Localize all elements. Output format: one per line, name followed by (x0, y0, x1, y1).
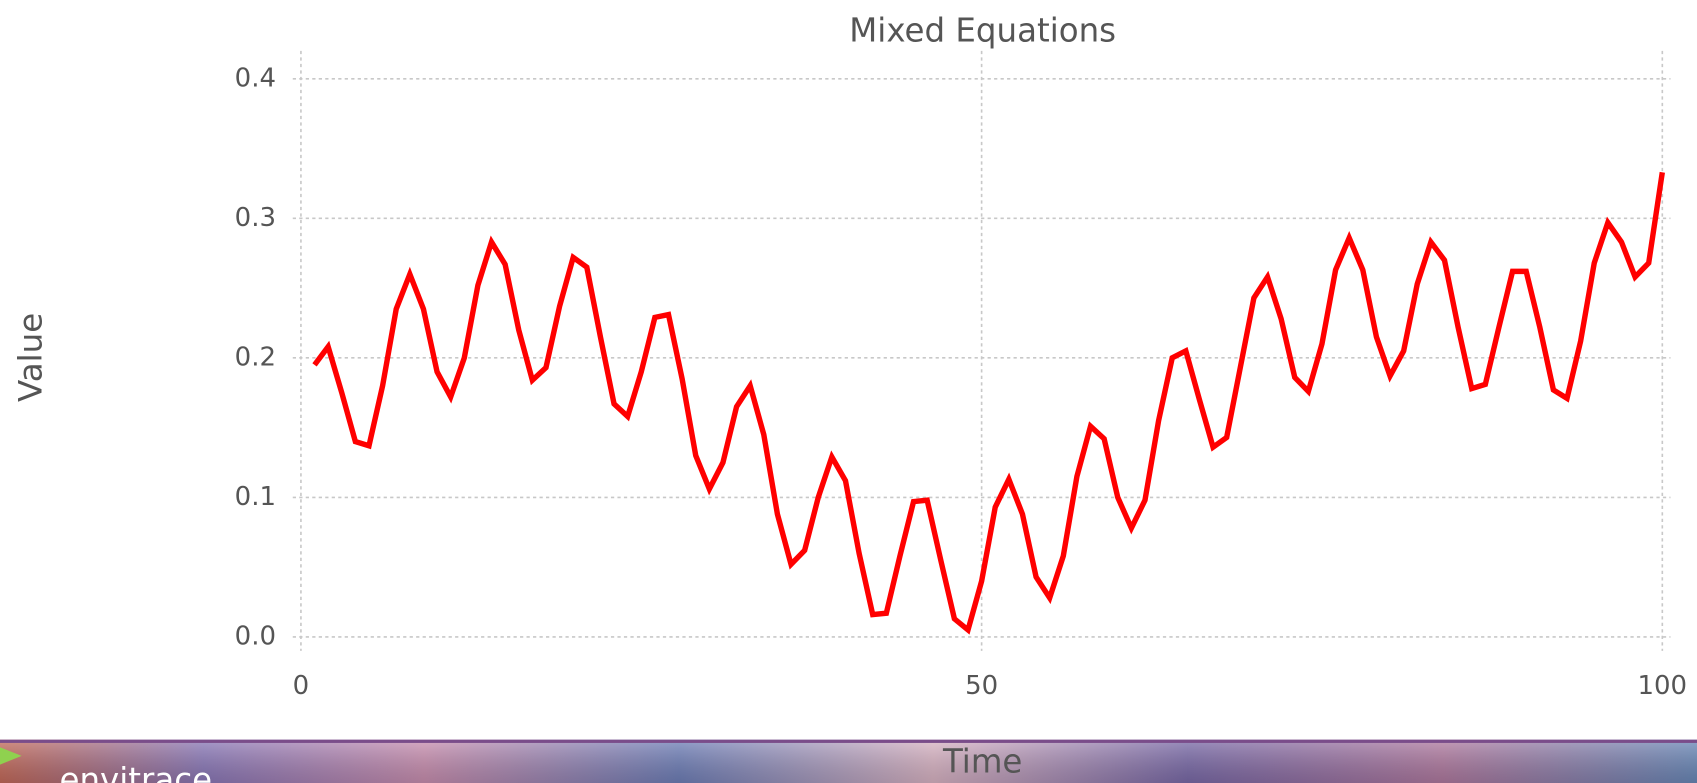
x-tick-label: 50 (965, 671, 998, 701)
y-tick-label: 0.1 (235, 482, 276, 512)
y-tick-label: 0.4 (235, 63, 276, 93)
banner: envitrace (0, 739, 1697, 783)
banner-border (0, 739, 1697, 743)
banner-shade (0, 739, 1697, 783)
x-tick-label: 100 (1638, 671, 1688, 701)
x-axis-label: Time (942, 742, 1022, 780)
logo (0, 747, 22, 765)
chart-title: Mixed Equations (849, 11, 1116, 49)
line-series (312, 171, 1665, 635)
plot-area: 0.0 0.1 0.2 0.3 0.4 0 50 100 (235, 50, 1688, 701)
y-tick-label: 0.3 (235, 203, 276, 233)
x-tick-label: 0 (293, 671, 310, 701)
y-axis-label: Value (11, 313, 49, 402)
brand: envitrace (60, 761, 213, 783)
y-tick-label: 0.2 (235, 342, 276, 372)
y-tick-label: 0.0 (235, 621, 276, 651)
